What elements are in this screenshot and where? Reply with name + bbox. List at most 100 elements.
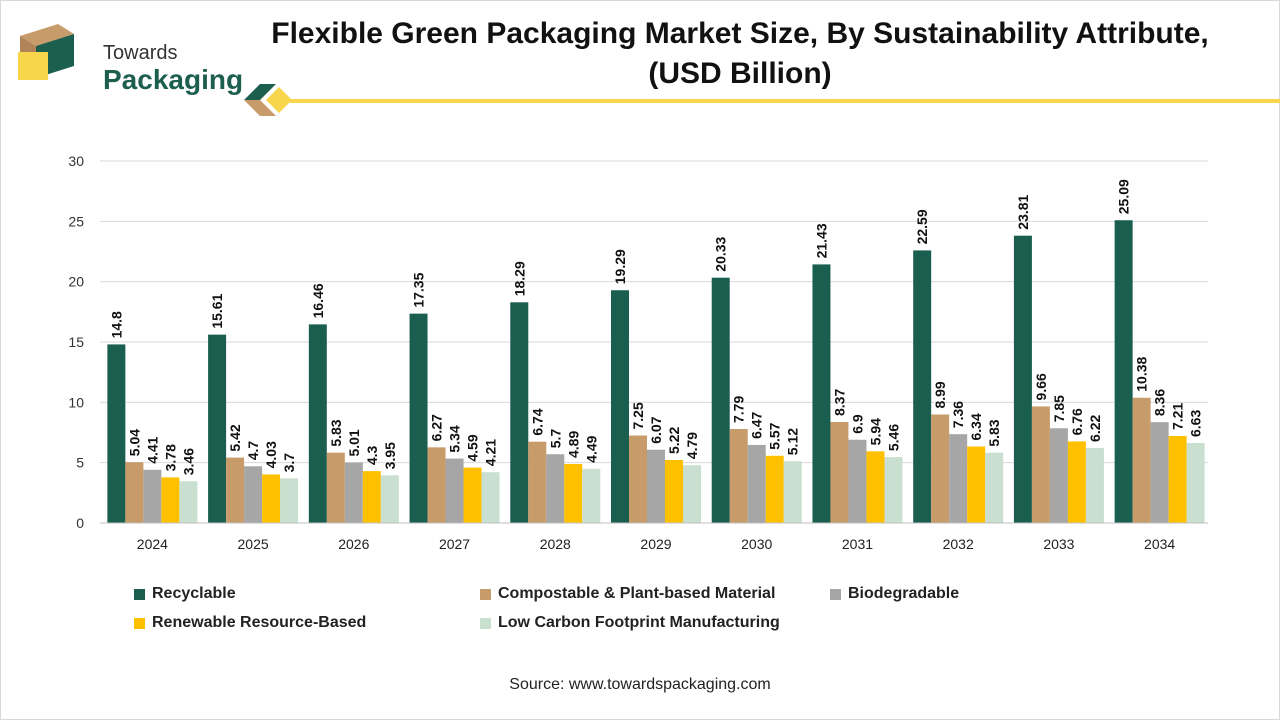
bar: [1049, 428, 1068, 523]
y-tick-label: 25: [68, 213, 84, 229]
bar: [481, 472, 500, 523]
logo-text-towards: Towards: [103, 42, 178, 64]
x-tick-label: 2033: [1043, 536, 1074, 552]
legend-label: Compostable & Plant-based Material: [498, 585, 776, 602]
data-label: 5.04: [126, 429, 142, 456]
data-label: 5.7: [547, 429, 563, 449]
data-label: 4.59: [465, 434, 481, 461]
data-label: 19.29: [612, 249, 628, 284]
data-label: 6.74: [529, 408, 545, 435]
data-label: 4.41: [144, 436, 160, 463]
data-label: 5.01: [346, 429, 362, 456]
y-tick-label: 10: [68, 394, 84, 410]
bar: [967, 446, 986, 523]
legend-item: Biodegradable: [830, 585, 959, 603]
bar: [611, 290, 629, 523]
x-tick-label: 2034: [1144, 536, 1175, 552]
bar: [949, 434, 968, 523]
bar: [409, 313, 428, 523]
data-label: 9.66: [1033, 373, 1049, 400]
bar: [463, 467, 482, 523]
data-label: 7.85: [1051, 395, 1067, 422]
data-label: 6.63: [1188, 410, 1204, 437]
bar: [546, 454, 565, 523]
bar: [107, 344, 126, 523]
legend-label: Recyclable: [152, 585, 236, 602]
data-label: 4.3: [364, 445, 380, 465]
data-label: 6.9: [849, 414, 865, 434]
bar: [783, 461, 802, 523]
bar: [812, 264, 831, 523]
data-label: 4.49: [583, 435, 599, 462]
bar: [1150, 422, 1169, 523]
data-label: 4.21: [483, 439, 499, 466]
data-label: 5.12: [785, 428, 801, 455]
data-label: 8.99: [932, 381, 948, 408]
bar: [161, 477, 180, 523]
bar: [1085, 447, 1104, 523]
data-label: 3.78: [162, 444, 178, 471]
data-label: 5.83: [328, 419, 344, 446]
data-label: 16.46: [310, 283, 326, 318]
bar: [665, 460, 683, 523]
chart-title: Flexible Green Packaging Market Size, By…: [271, 17, 1209, 90]
bar: [179, 481, 198, 523]
data-label: 5.83: [986, 419, 1002, 446]
x-tick-label: 2025: [238, 536, 269, 552]
bar: [931, 414, 950, 523]
title-decoration: [244, 84, 1280, 116]
data-label: 17.35: [411, 272, 427, 307]
logo-text-packaging: Packaging: [103, 64, 244, 95]
bar: [985, 452, 1004, 523]
bar: [244, 466, 263, 523]
bar: [344, 462, 363, 523]
bar: [729, 429, 748, 523]
data-label: 23.81: [1015, 194, 1031, 229]
data-label: 6.34: [968, 413, 984, 440]
legend-swatch: [480, 617, 491, 629]
x-tick-label: 2031: [842, 536, 873, 552]
bar: [848, 439, 867, 523]
data-label: 5.94: [867, 418, 883, 445]
bar: [1031, 406, 1050, 523]
data-label: 3.46: [180, 448, 196, 475]
data-label: 7.36: [950, 401, 966, 428]
x-tick-label: 2026: [338, 536, 369, 552]
bar: [830, 422, 849, 523]
bar: [1132, 397, 1151, 523]
bar: [1013, 235, 1032, 523]
y-tick-label: 0: [76, 515, 84, 531]
data-label: 5.57: [767, 422, 783, 449]
bar: [647, 449, 665, 523]
data-label: 6.22: [1087, 414, 1103, 441]
data-label: 5.42: [227, 424, 243, 451]
data-label: 6.76: [1069, 408, 1085, 435]
x-tick-label: 2029: [640, 536, 671, 552]
legend-item: Low Carbon Footprint Manufacturing: [480, 614, 780, 632]
data-label: 5.22: [666, 427, 682, 454]
data-label: 6.07: [648, 416, 664, 443]
legend-label: Low Carbon Footprint Manufacturing: [498, 614, 780, 631]
x-tick-label: 2027: [439, 536, 470, 552]
legend-label: Renewable Resource-Based: [152, 614, 367, 631]
x-tick-label: 2024: [137, 536, 168, 552]
bar: [866, 451, 885, 523]
bar: [143, 469, 162, 523]
bar: [629, 435, 647, 523]
bar: [510, 302, 529, 523]
bar: [683, 465, 701, 523]
data-label: 4.79: [684, 432, 700, 459]
bar: [1186, 442, 1205, 523]
bar: [445, 458, 464, 523]
towards-packaging-logo: Towards Packaging: [18, 22, 243, 95]
bar: [765, 455, 784, 523]
legend-swatch: [480, 588, 491, 600]
data-label: 4.89: [565, 431, 581, 458]
bar: [280, 478, 299, 523]
data-label: 18.29: [511, 261, 527, 296]
data-label: 22.59: [914, 209, 930, 244]
bar: [913, 250, 932, 523]
bar: [208, 334, 227, 523]
data-label: 21.43: [813, 223, 829, 258]
